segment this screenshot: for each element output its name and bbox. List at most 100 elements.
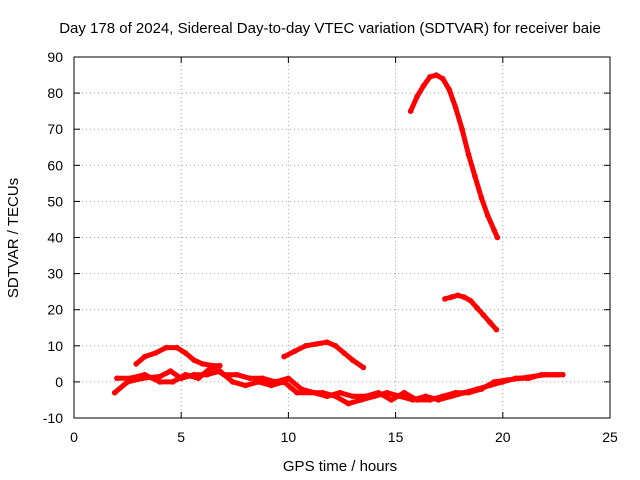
y-tick-label: 10: [47, 338, 63, 354]
data-point: [169, 379, 176, 385]
data-point: [174, 344, 180, 351]
data-point: [491, 379, 498, 385]
data-point: [494, 234, 501, 241]
data-point: [221, 371, 227, 378]
series-layer: [111, 72, 566, 407]
data-point: [427, 74, 433, 80]
data-point: [478, 386, 485, 392]
data-point: [152, 350, 159, 356]
data-point: [493, 326, 500, 333]
data-point: [182, 371, 189, 378]
data-point: [414, 397, 420, 403]
data-point: [111, 389, 118, 396]
y-tick-label: -10: [43, 410, 63, 426]
data-point: [375, 389, 382, 396]
data-point: [285, 375, 292, 382]
data-point: [157, 379, 163, 385]
data-point: [388, 397, 395, 403]
y-tick-label: 90: [47, 49, 63, 65]
data-point: [487, 319, 493, 326]
data-point: [440, 75, 446, 82]
data-point: [195, 375, 202, 382]
data-point: [242, 382, 249, 389]
data-point: [407, 108, 414, 114]
data-point: [324, 339, 330, 346]
data-point: [199, 361, 206, 367]
data-point: [229, 379, 236, 385]
y-tick-label: 70: [47, 121, 63, 137]
data-point: [442, 296, 448, 302]
y-tick-label: 40: [47, 230, 63, 246]
x-axis-label: GPS time / hours: [283, 458, 397, 475]
data-point: [478, 195, 485, 201]
chart-title: Day 178 of 2024, Sidereal Day-to-day VTE…: [59, 20, 601, 37]
grid: [74, 57, 610, 418]
data-point: [420, 83, 427, 89]
y-tick-label: 60: [47, 157, 63, 173]
data-point: [560, 371, 566, 378]
data-point: [414, 93, 420, 100]
data-point: [452, 104, 459, 111]
data-point: [281, 353, 287, 360]
data-point: [440, 393, 446, 400]
series-arc-high: [408, 72, 500, 240]
data-point: [530, 373, 536, 380]
y-axis-label: SDTVAR / TECUs: [5, 178, 22, 298]
data-point: [452, 389, 459, 396]
data-point: [433, 72, 440, 78]
data-point: [542, 371, 549, 378]
series-bump-1: [133, 345, 223, 369]
data-point: [247, 375, 253, 382]
data-point: [341, 350, 347, 356]
data-point: [427, 397, 433, 403]
data-point: [491, 227, 498, 234]
data-point: [313, 341, 320, 347]
data-point: [517, 375, 523, 382]
y-tick-label: 80: [47, 85, 63, 101]
data-point: [485, 213, 491, 219]
data-point: [474, 305, 480, 311]
data-point: [555, 371, 562, 378]
data-point: [455, 292, 461, 299]
data-point: [210, 362, 217, 369]
x-tick-label: 10: [281, 429, 297, 445]
data-point: [465, 389, 472, 396]
data-point: [349, 357, 356, 364]
data-point: [268, 382, 275, 389]
data-point: [332, 343, 339, 349]
data-point: [126, 375, 133, 382]
data-point: [191, 357, 197, 364]
data-point: [142, 353, 148, 360]
y-tick-label: 0: [55, 374, 63, 390]
data-point: [294, 389, 300, 396]
data-point: [446, 86, 453, 93]
data-point: [472, 173, 478, 179]
data-point: [360, 364, 367, 371]
data-point: [448, 294, 455, 300]
data-point: [349, 393, 356, 400]
data-point: [163, 344, 169, 351]
data-point: [311, 389, 317, 396]
x-tick-label: 15: [388, 429, 404, 445]
data-point: [272, 379, 279, 385]
x-tick-label: 5: [177, 429, 185, 445]
data-point: [157, 373, 163, 380]
data-point: [234, 371, 240, 378]
data-point: [259, 375, 266, 382]
data-point: [337, 389, 343, 396]
data-point: [345, 400, 352, 407]
data-point: [133, 361, 139, 367]
data-point: [401, 389, 408, 396]
data-point: [362, 393, 369, 400]
data-point: [302, 343, 309, 349]
data-point: [167, 368, 174, 374]
data-point: [461, 294, 468, 300]
data-point: [467, 297, 474, 304]
data-point: [324, 393, 330, 400]
ticks: 0 5 10 15 20 25 -10 0 10 20 30 40 50 60 70 80 90: [43, 49, 618, 445]
y-tick-label: 50: [47, 193, 63, 209]
series-bump-2: [281, 339, 366, 370]
data-point: [182, 350, 189, 356]
data-point: [465, 151, 472, 158]
